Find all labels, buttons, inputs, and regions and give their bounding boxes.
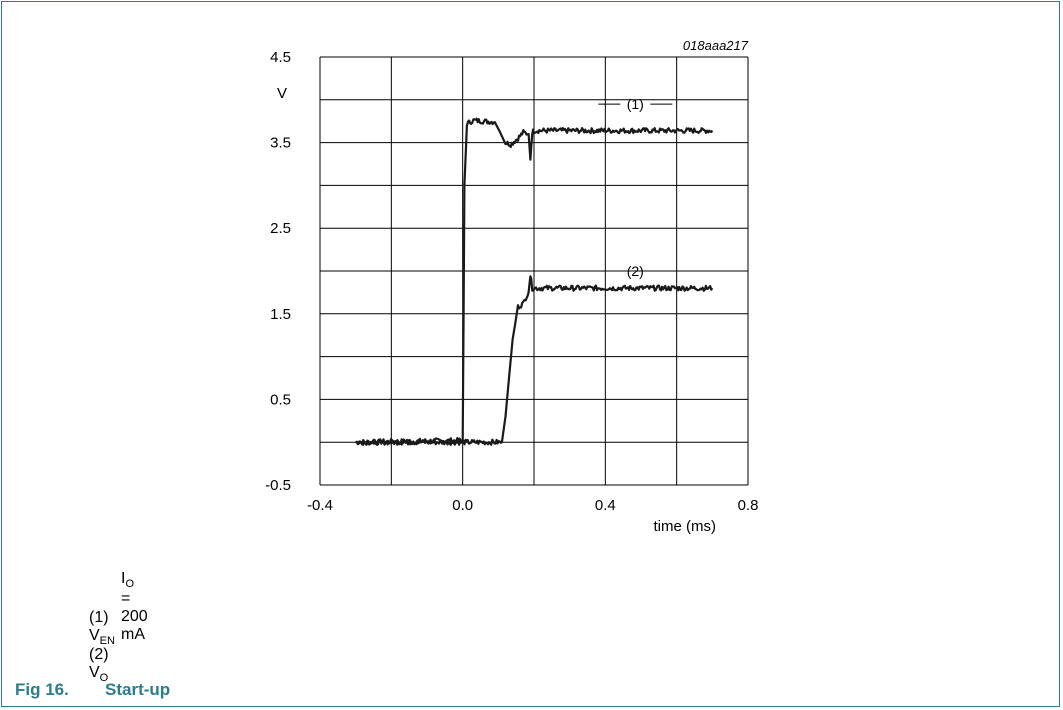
legend-item-2: (2)VO bbox=[89, 646, 121, 684]
x-tick-label: 0.0 bbox=[452, 497, 473, 514]
legend-number: (2) bbox=[89, 646, 109, 663]
legend-number: (1) bbox=[89, 609, 109, 626]
caption-number: Fig 16. bbox=[15, 680, 69, 699]
legend-symbol: V bbox=[89, 627, 100, 644]
figure-caption: Fig 16. Start-up bbox=[15, 680, 170, 700]
y-tick-label: 0.5 bbox=[270, 391, 291, 408]
condition-note: IO = 200 mA bbox=[121, 570, 148, 644]
caption-title: Start-up bbox=[105, 680, 171, 699]
grid bbox=[319, 56, 749, 486]
legend-subscript: EN bbox=[99, 635, 115, 647]
y-tick-label: 4.5 bbox=[270, 49, 291, 66]
series-line-2 bbox=[355, 275, 714, 446]
series-marker-1: (1) bbox=[627, 96, 644, 112]
y-tick-label: 2.5 bbox=[270, 220, 291, 237]
y-tick-label: 3.5 bbox=[270, 135, 291, 152]
x-axis-label: time (ms) bbox=[654, 518, 717, 535]
x-tick-label: -0.4 bbox=[307, 497, 333, 514]
condition-symbol: I bbox=[121, 570, 126, 587]
legend-item-1: (1)VEN bbox=[89, 609, 121, 647]
y-tick-label: -0.5 bbox=[265, 477, 291, 494]
labels-group: (1) (2) -0.5 0.5 1.5 2.5 3.5 4.5 -0.4 0.0 0.4 0.8 Vt… bbox=[265, 38, 758, 535]
start-up-chart: (1) (2) -0.5 0.5 1.5 2.5 3.5 4.5 -0.4 0.0 0.4 0.8 Vt… bbox=[265, 38, 758, 535]
y-axis-label: V bbox=[277, 85, 287, 102]
series-marker-2: (2) bbox=[627, 263, 644, 279]
legend-symbol: V bbox=[89, 664, 100, 681]
y-tick-label: 1.5 bbox=[270, 306, 291, 323]
x-tick-label: 0.4 bbox=[595, 497, 616, 514]
series-group bbox=[355, 117, 714, 446]
legend-subscript: O bbox=[99, 672, 109, 684]
condition-value: = 200 mA bbox=[121, 590, 148, 643]
figure-code: 018aaa217 bbox=[683, 38, 749, 53]
condition-subscript: O bbox=[125, 578, 135, 590]
x-tick-label: 0.8 bbox=[738, 497, 759, 514]
